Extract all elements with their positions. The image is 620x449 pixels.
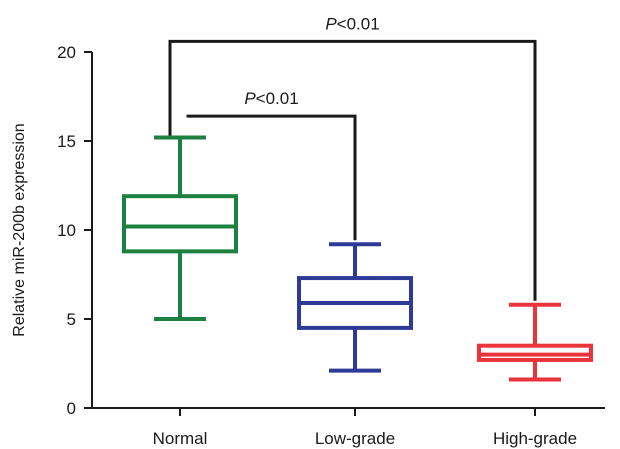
y-tick-label-4: 20 (57, 43, 76, 62)
p-value-label: P<0.01 (244, 89, 298, 108)
significance-bracket-0: P<0.01 (186, 89, 357, 241)
bracket-line (186, 114, 357, 241)
x-tick-label-2: High-grade (493, 429, 577, 448)
x-ticks: Normal Low-grade High-grade (153, 408, 577, 448)
significance-annotations: P<0.01P<0.01 (168, 14, 537, 301)
p-value-label: P<0.01 (325, 14, 379, 33)
significance-bracket-1: P<0.01 (168, 14, 537, 301)
y-axis-title: Relative miR-200b expression (11, 123, 28, 336)
y-tick-label-3: 15 (57, 132, 76, 151)
y-ticks: 0 5 10 15 20 (57, 43, 92, 418)
x-tick-label-0: Normal (153, 429, 208, 448)
x-axis: Normal Low-grade High-grade (91, 407, 605, 448)
x-tick-label-1: Low-grade (315, 429, 395, 448)
box-low-grade (297, 242, 413, 373)
iqr-box (122, 194, 238, 254)
y-tick-label-2: 10 (57, 221, 76, 240)
box-high-grade (477, 302, 593, 382)
box-normal (122, 135, 238, 321)
p-threshold: <0.01 (337, 14, 380, 33)
y-tick-label-1: 5 (67, 310, 76, 329)
boxes (122, 135, 593, 382)
p-threshold: <0.01 (256, 89, 299, 108)
y-tick-label-0: 0 (67, 399, 76, 418)
p-symbol: P (325, 14, 337, 33)
y-axis: 0 5 10 15 20 (57, 43, 93, 418)
bracket-line (168, 39, 537, 301)
p-symbol: P (244, 89, 256, 108)
